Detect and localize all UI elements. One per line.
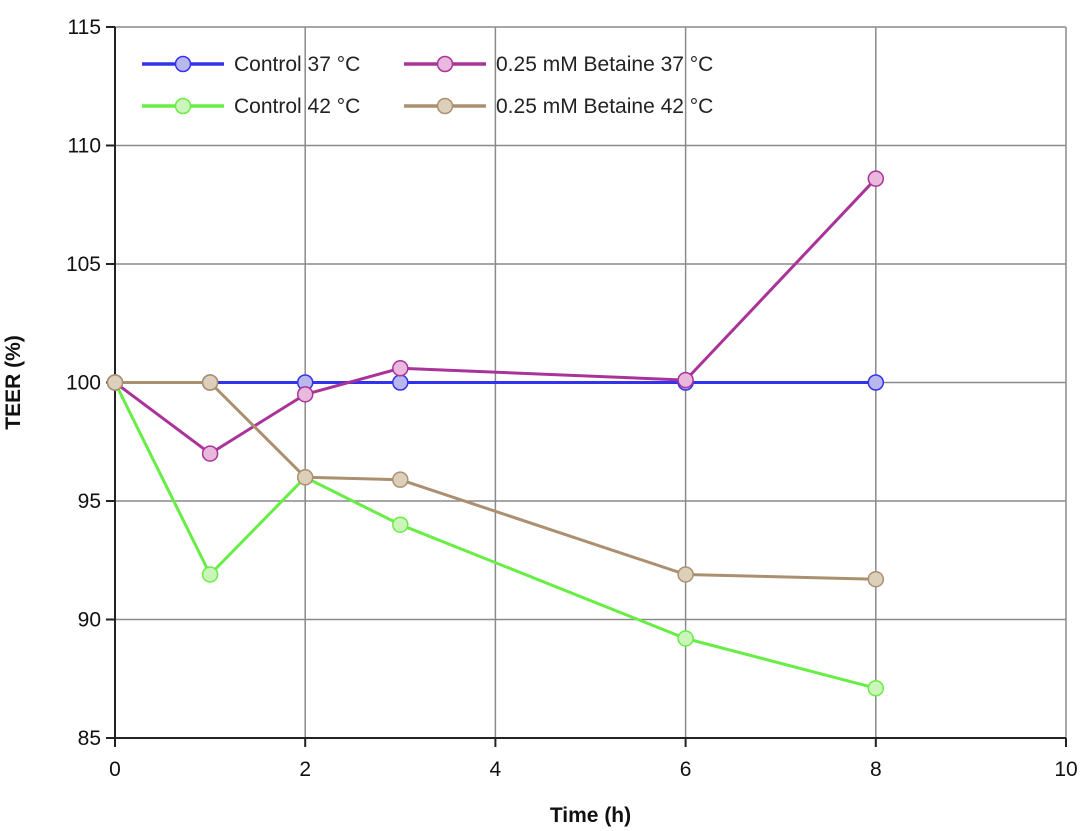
data-point [201, 374, 219, 391]
data-point [677, 630, 694, 647]
y-tick-label: 115 [68, 16, 101, 39]
data-point [392, 516, 409, 533]
data-point [296, 469, 314, 486]
x-tick-label: 10 [1054, 758, 1077, 781]
x-tick-label: 4 [490, 758, 502, 781]
y-tick-label: 100 [66, 372, 101, 395]
y-tick-label: 85 [78, 727, 101, 750]
series-line [115, 381, 876, 581]
y-tick-label: 110 [68, 135, 101, 158]
data-point [392, 471, 409, 488]
data-point [677, 566, 694, 583]
series-4 [106, 374, 885, 588]
x-axis-title: Time (h) [550, 804, 631, 827]
series-layer [106, 170, 885, 697]
x-tick-label: 8 [870, 758, 882, 781]
legend-item: Control 42 °C [142, 95, 360, 118]
data-point [867, 570, 885, 588]
y-tick-label: 90 [78, 609, 101, 632]
legend-label: Control 37 °C [234, 53, 360, 76]
y-tick-labels: 85 90 95 100 105 110 115 [66, 16, 101, 750]
series-line [114, 177, 877, 456]
x-tick-labels: 0 2 4 6 8 10 [109, 758, 1078, 781]
x-tick-label: 6 [680, 758, 692, 781]
legend-item: Control 37 °C [142, 53, 360, 76]
legend-marker [174, 55, 192, 73]
legend: Control 37 °C Control 42 °C 0.25 mM Betain… [142, 53, 713, 118]
data-point [867, 374, 885, 391]
data-point [867, 679, 885, 697]
y-tick-label: 105 [66, 253, 101, 276]
legend-marker [436, 97, 454, 115]
legend-marker [174, 97, 192, 115]
data-point [392, 374, 409, 391]
data-point [201, 566, 219, 583]
legend-item: 0.25 mM Betaine 42 °C [404, 95, 713, 118]
series-line [113, 381, 877, 690]
data-point [201, 445, 219, 462]
grid [114, 26, 1067, 739]
data-point [392, 360, 409, 377]
data-point [677, 371, 694, 389]
x-tick-label: 0 [109, 758, 121, 781]
legend-marker [436, 55, 454, 73]
legend-label: Control 42 °C [234, 95, 360, 118]
data-point [106, 374, 124, 391]
axes [106, 26, 1067, 747]
legend-label: 0.25 mM Betaine 42 °C [496, 95, 713, 118]
legend-label: 0.25 mM Betaine 37 °C [496, 53, 713, 76]
y-tick-label: 95 [78, 490, 101, 513]
y-axis-title: TEER (%) [2, 335, 25, 430]
data-point [867, 170, 885, 187]
data-point [296, 386, 314, 403]
x-tick-label: 2 [299, 758, 311, 781]
legend-item: 0.25 mM Betaine 37 °C [404, 53, 713, 76]
